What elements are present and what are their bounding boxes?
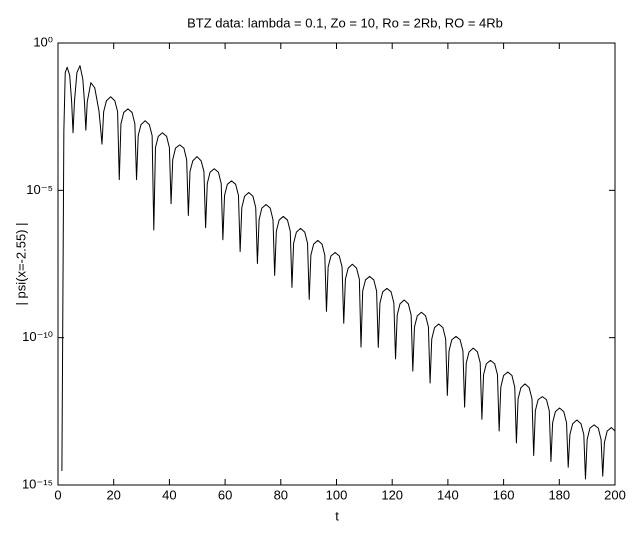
x-tick-label: 100	[326, 487, 348, 502]
x-tick-label: 120	[381, 487, 403, 502]
y-axis-label: | psi(x=-2.55) |	[13, 223, 28, 306]
x-tick-label: 0	[54, 487, 61, 502]
x-tick-label: 180	[548, 487, 570, 502]
x-tick-label: 200	[604, 487, 626, 502]
y-tick-label: 10⁰	[33, 34, 53, 49]
x-tick-label: 20	[106, 487, 120, 502]
y-tick-label: 10⁻¹⁵	[22, 476, 53, 491]
x-tick-label: 80	[274, 487, 288, 502]
y-tick-label: 10⁻¹⁰	[22, 329, 53, 344]
x-tick-label: 40	[162, 487, 176, 502]
data-line	[61, 65, 616, 480]
chart-title: BTZ data: lambda = 0.1, Zo = 10, Ro = 2R…	[187, 15, 503, 30]
x-axis-label: t	[335, 508, 339, 523]
y-tick-label: 10⁻⁵	[26, 182, 53, 197]
x-tick-label: 140	[437, 487, 459, 502]
x-tick-label: 160	[493, 487, 515, 502]
x-tick-label: 60	[218, 487, 232, 502]
